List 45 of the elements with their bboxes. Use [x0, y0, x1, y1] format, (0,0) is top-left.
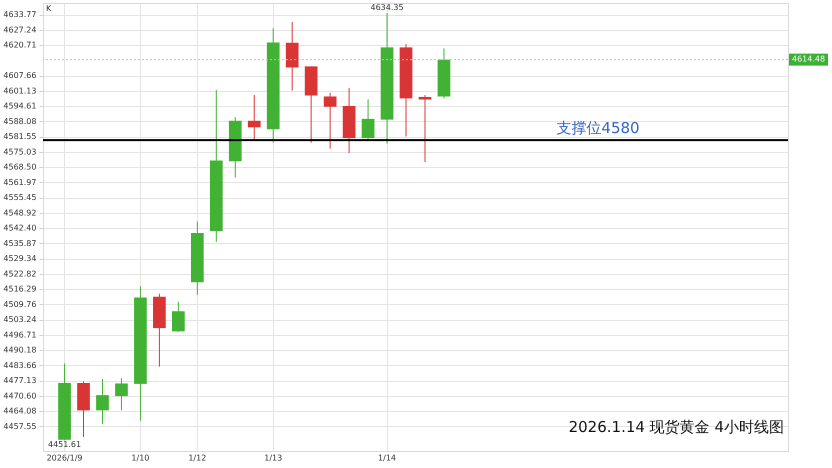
y-tick-label: 4627.24	[3, 25, 36, 34]
y-tick-label: 4522.82	[3, 269, 36, 278]
candlestick	[324, 92, 336, 150]
y-tick-label: 4607.66	[3, 71, 36, 80]
y-tick-label: 4548.92	[3, 208, 36, 218]
y-tick-label: 4601.13	[3, 86, 36, 96]
candlestick	[248, 94, 261, 140]
ref-line-label: 4614.48	[792, 54, 826, 64]
y-tick-label: 4620.71	[3, 40, 36, 50]
y-tick-label: 4477.13	[3, 376, 36, 386]
x-tick-label: 1/14	[378, 454, 396, 462]
y-tick-label: 4561.97	[3, 178, 36, 187]
text: K	[46, 4, 52, 13]
ref-line-label: 支撑位4580	[556, 119, 640, 138]
y-tick-label: 4633.77	[3, 10, 36, 20]
y-tick-label: 4542.40	[3, 224, 36, 233]
y-tick-label: 4496.71	[3, 330, 36, 340]
y-tick-label: 4490.18	[3, 346, 36, 355]
y-tick-label: 4555.45	[3, 193, 36, 202]
candlestick	[115, 378, 128, 411]
candlestick	[362, 98, 374, 140]
annotation: 4634.35	[370, 3, 404, 12]
x-tick-label: 1/10	[131, 454, 150, 462]
y-tick-label: 4529.34	[3, 254, 36, 264]
y-tick-label: 4568.50	[3, 162, 36, 172]
y-tick-label: 4509.76	[3, 300, 36, 309]
annotation: 4451.61	[48, 440, 82, 450]
x-tick-label: 2026/1/9	[46, 454, 82, 462]
x-tick-label: 1/12	[188, 454, 206, 462]
y-tick-label: 4575.03	[3, 147, 36, 156]
y-tick-label: 4581.55	[3, 132, 36, 142]
y-tick-label: 4594.61	[3, 102, 36, 111]
y-tick-label: 4464.08	[3, 406, 36, 416]
x-tick-label: 1/13	[264, 454, 282, 462]
candlestick	[418, 94, 432, 163]
y-tick-label: 4470.60	[3, 391, 36, 400]
candlestick	[172, 301, 185, 332]
text: 2026.1.14 现货黄金 4小时线图	[568, 418, 784, 436]
candlestick	[96, 378, 109, 424]
y-tick-label: 4516.29	[3, 284, 36, 294]
y-tick-label: 4535.87	[3, 238, 36, 248]
y-tick-label: 4503.24	[3, 315, 36, 324]
y-tick-label: 4457.55	[3, 422, 36, 431]
y-tick-label: 4588.08	[3, 116, 36, 126]
y-tick-label: 4483.66	[3, 360, 36, 370]
